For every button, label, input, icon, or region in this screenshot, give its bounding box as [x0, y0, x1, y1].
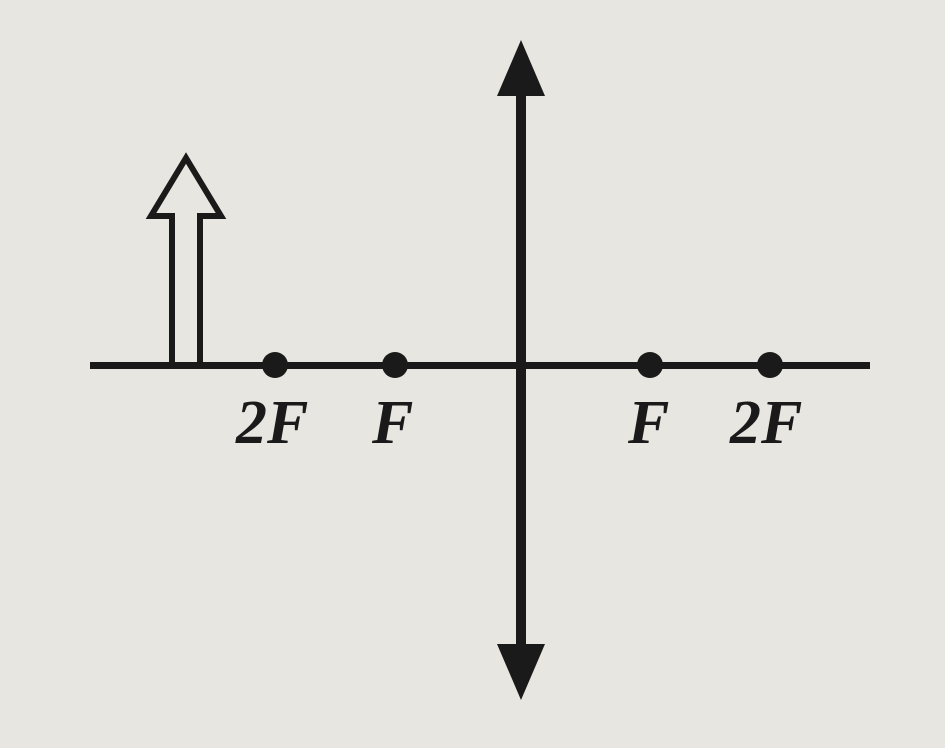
- optics-lens-diagram: 2F F F 2F: [0, 0, 945, 748]
- label-right-f: F: [628, 388, 669, 459]
- lens-axis-group: [497, 40, 545, 700]
- lens-axis-svg: [0, 0, 945, 748]
- label-left-2f: 2F: [236, 388, 308, 459]
- focal-dot-right-2f: [757, 352, 783, 378]
- label-right-2f: 2F: [730, 388, 802, 459]
- object-arrow-outline: [151, 158, 221, 365]
- label-left-f: F: [372, 388, 413, 459]
- object-arrow: [151, 158, 221, 365]
- lens-axis-arrowhead-bottom: [497, 644, 545, 700]
- focal-dot-left-f: [382, 352, 408, 378]
- focal-dot-left-2f: [262, 352, 288, 378]
- lens-axis-arrowhead-top: [497, 40, 545, 96]
- focal-dot-right-f: [637, 352, 663, 378]
